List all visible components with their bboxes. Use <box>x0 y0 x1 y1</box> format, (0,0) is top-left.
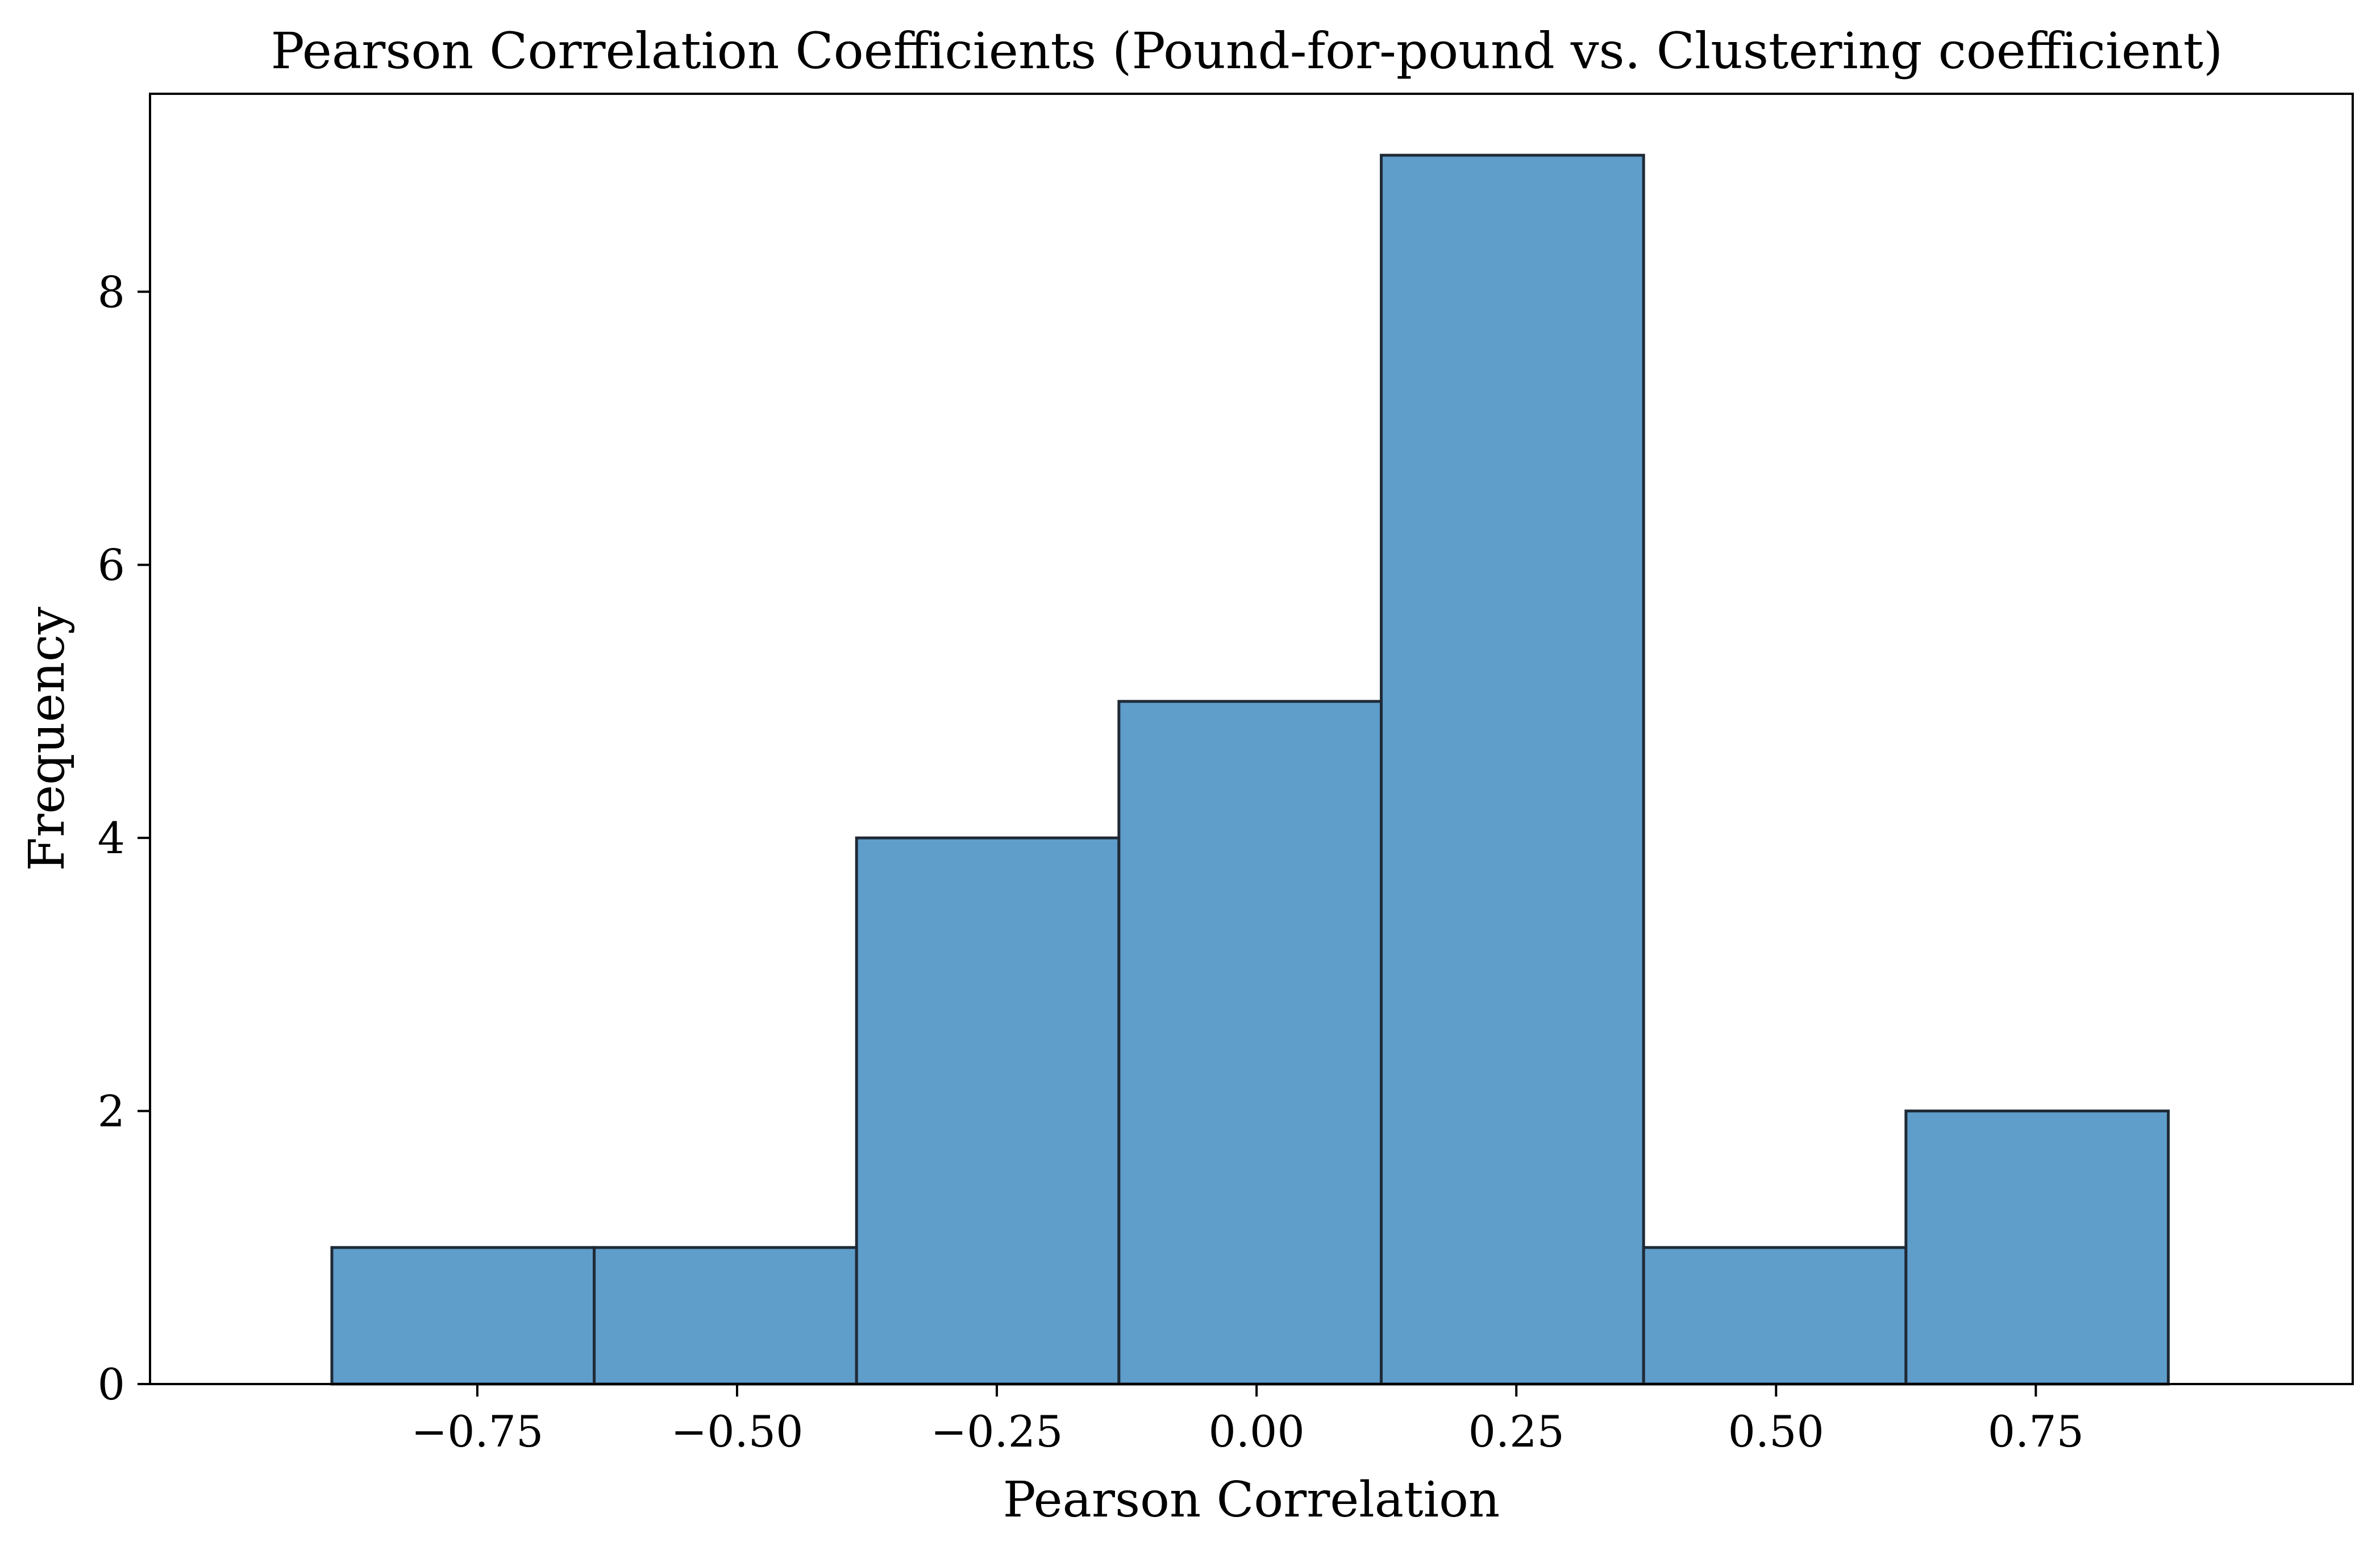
chart-title: Pearson Correlation Coefficients (Pound-… <box>271 22 2223 80</box>
plot-frame <box>149 93 2354 1385</box>
x-tick-label: −0.50 <box>671 1406 804 1457</box>
x-tick-label: −0.25 <box>931 1406 1063 1457</box>
x-axis-label: Pearson Correlation <box>1003 1472 1500 1528</box>
histogram-bar <box>330 1246 596 1386</box>
histogram-bar <box>593 1246 858 1386</box>
histogram-bar <box>1904 1110 2170 1386</box>
y-axis-ticks: 0 2 4 6 8 <box>98 267 150 1410</box>
y-tick-label: 0 <box>98 1359 125 1410</box>
histogram-bar <box>855 836 1121 1386</box>
x-tick-label: 0.25 <box>1468 1406 1565 1457</box>
histogram-bar <box>1642 1246 1908 1386</box>
y-axis-label: Frequency <box>19 606 76 871</box>
x-tick-label: 0.75 <box>1988 1406 2084 1457</box>
x-tick-label: 0.00 <box>1209 1406 1305 1457</box>
x-tick-label: 0.50 <box>1728 1406 1824 1457</box>
histogram-bar <box>1380 153 1645 1386</box>
y-tick-label: 4 <box>98 813 125 863</box>
x-axis-ticks: −0.75 −0.50 −0.25 0.00 0.25 0.50 0.75 <box>411 1384 2084 1457</box>
bars-group <box>330 153 2170 1386</box>
x-tick-label: −0.75 <box>411 1406 543 1457</box>
y-tick-label: 2 <box>98 1086 125 1137</box>
histogram-bar <box>1117 700 1383 1386</box>
y-tick-label: 6 <box>98 540 125 591</box>
y-tick-label: 8 <box>98 267 125 317</box>
